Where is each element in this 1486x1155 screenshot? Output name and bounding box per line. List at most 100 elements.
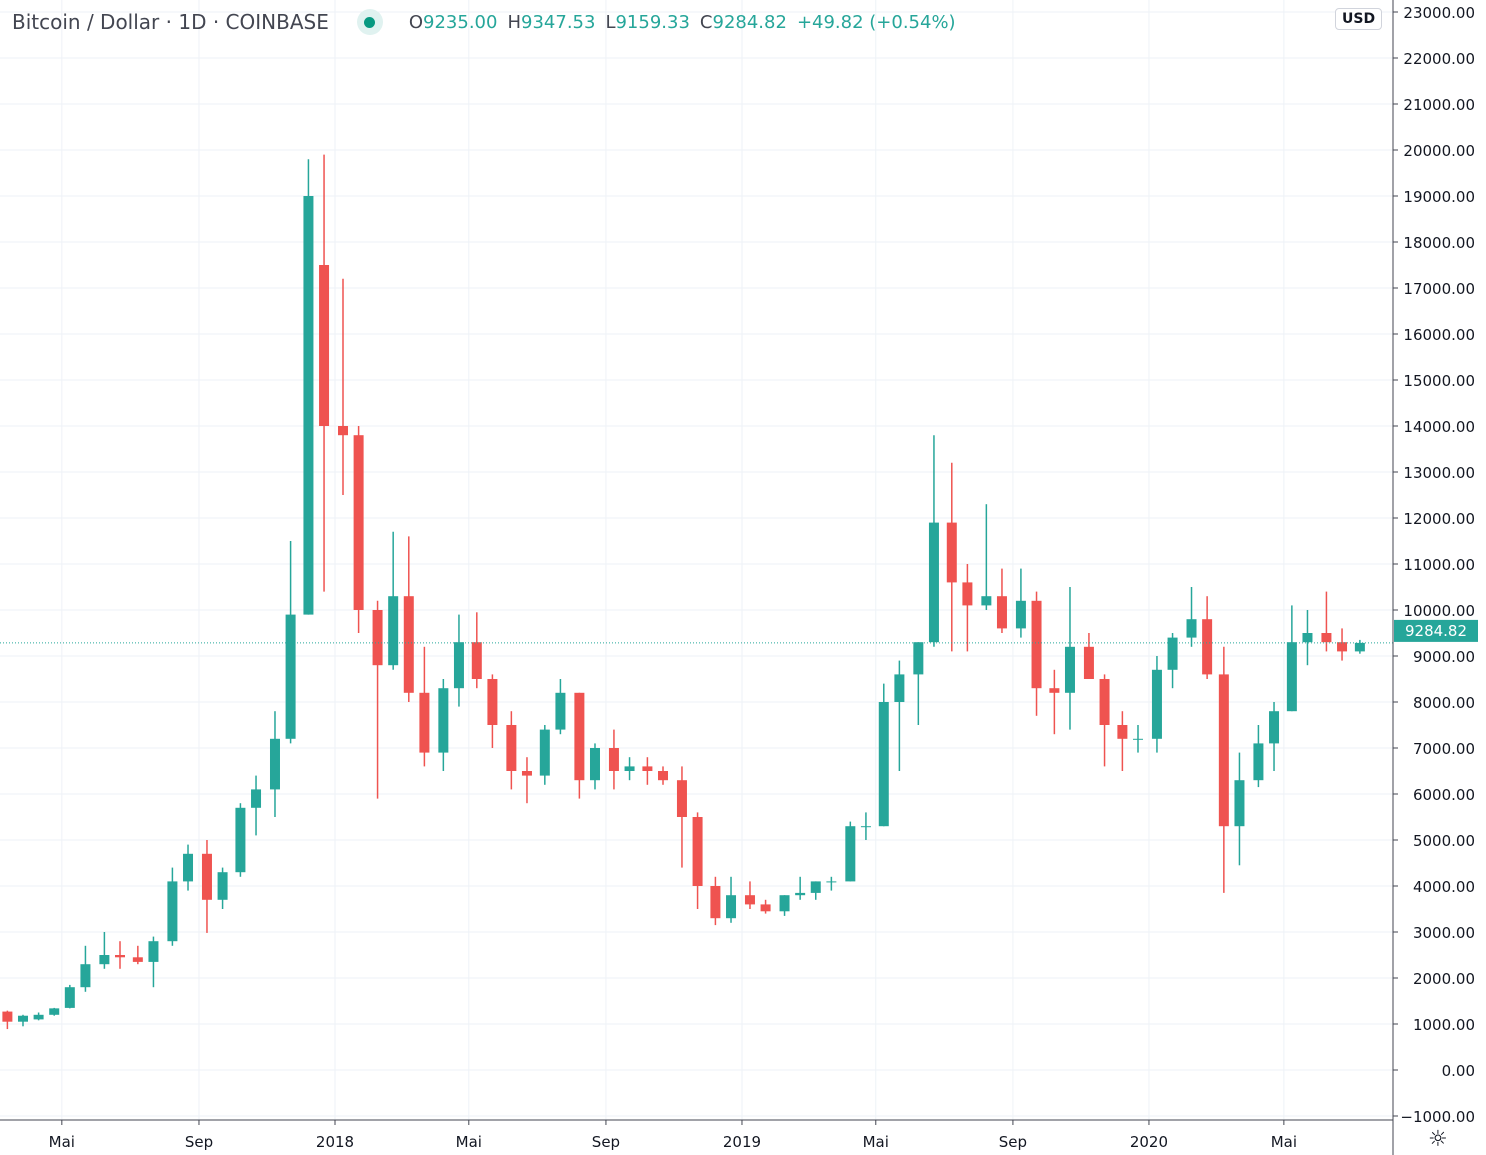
y-tick-label: 11000.00 xyxy=(1403,556,1475,574)
symbol-title[interactable]: Bitcoin / Dollar · 1D · COINBASE xyxy=(12,10,329,34)
candle-body xyxy=(217,872,228,900)
candle-body xyxy=(285,614,296,739)
candle xyxy=(453,614,464,707)
candle xyxy=(928,435,939,647)
candle xyxy=(372,600,383,799)
x-tick-label: Mai xyxy=(456,1133,482,1151)
y-tick-label: 18000.00 xyxy=(1403,234,1475,252)
x-tick-label: 2020 xyxy=(1130,1133,1168,1151)
candle xyxy=(574,692,585,799)
candle xyxy=(419,646,430,767)
x-tick-label: Sep xyxy=(592,1133,620,1151)
candle-body xyxy=(1015,600,1026,629)
candle xyxy=(1015,568,1026,638)
candle xyxy=(810,881,821,900)
candle-body xyxy=(148,941,159,962)
candle xyxy=(894,660,905,771)
candle xyxy=(555,679,566,735)
candle xyxy=(64,984,75,1009)
candle-body xyxy=(1218,674,1229,827)
candle xyxy=(1234,752,1245,866)
candle-body xyxy=(692,817,703,886)
candle-body xyxy=(1167,637,1178,670)
candle-body xyxy=(1186,619,1197,638)
x-tick-label: 2019 xyxy=(723,1133,761,1151)
candle-body xyxy=(710,886,721,919)
market-status-icon[interactable] xyxy=(356,9,383,35)
candle-body xyxy=(372,610,383,666)
candle xyxy=(946,462,957,652)
ohlc-close: C9284.82 xyxy=(699,11,787,33)
candle xyxy=(962,564,973,652)
candle-body xyxy=(996,596,1007,629)
price-axis[interactable] xyxy=(1393,0,1486,1155)
candle xyxy=(1167,633,1178,689)
candle xyxy=(913,642,924,725)
candle xyxy=(521,757,532,804)
candle-body xyxy=(1064,646,1075,693)
y-tick-label: 12000.00 xyxy=(1403,510,1475,528)
y-tick-label: 1000.00 xyxy=(1413,1016,1475,1034)
candle-body xyxy=(49,1008,60,1015)
candle-body xyxy=(235,807,246,873)
candle xyxy=(269,711,280,817)
candle xyxy=(1218,646,1229,893)
candle xyxy=(826,876,837,891)
y-tick-label: 15000.00 xyxy=(1403,372,1475,390)
time-axis[interactable] xyxy=(0,1120,1393,1155)
candle xyxy=(1049,669,1060,735)
y-tick-label: 6000.00 xyxy=(1413,786,1475,804)
gear-icon[interactable]: ☼ xyxy=(1428,1127,1448,1152)
candle-body xyxy=(810,881,821,893)
candle xyxy=(49,1007,60,1016)
candle xyxy=(285,541,296,744)
y-tick-label: 9000.00 xyxy=(1413,648,1475,666)
candle-body xyxy=(167,881,178,942)
candle-body xyxy=(303,196,314,615)
y-tick-label: 7000.00 xyxy=(1413,740,1475,758)
candle xyxy=(80,945,91,992)
y-tick-label: 5000.00 xyxy=(1413,832,1475,850)
candle xyxy=(1286,605,1297,712)
candle xyxy=(183,844,194,891)
candles xyxy=(2,154,1365,1030)
candle-body xyxy=(1049,688,1060,693)
candle-body xyxy=(1099,679,1110,725)
candle-body xyxy=(1354,642,1365,652)
candle-body xyxy=(795,892,806,896)
candle-body xyxy=(1132,738,1143,740)
y-tick-label: 0.00 xyxy=(1442,1062,1475,1080)
currency-button[interactable]: USD xyxy=(1335,8,1383,30)
x-tick-label: Mai xyxy=(1271,1133,1297,1151)
candle xyxy=(132,945,143,965)
candle-body xyxy=(2,1011,13,1022)
candle xyxy=(845,821,856,882)
candle-body xyxy=(555,692,566,730)
candle xyxy=(1337,628,1348,661)
candle-body xyxy=(319,265,330,426)
x-axis-labels: Mai Sep 2018 Mai Sep 2019 Mai Sep 2020 Mai xyxy=(49,1120,1297,1151)
candle xyxy=(1132,725,1143,753)
y-tick-label: 10000.00 xyxy=(1403,602,1475,620)
candle xyxy=(319,154,330,592)
candle xyxy=(303,159,314,615)
candle xyxy=(235,803,246,877)
candle xyxy=(338,278,348,495)
y-tick-label: 20000.00 xyxy=(1403,142,1475,160)
candle xyxy=(878,683,889,827)
candle-body xyxy=(642,766,653,771)
ohlc-low: L9159.33 xyxy=(605,11,690,33)
candle-body xyxy=(779,895,790,912)
candle-body xyxy=(403,596,414,693)
candle xyxy=(710,876,721,926)
candle xyxy=(1253,725,1264,788)
candle xyxy=(589,743,600,790)
candle-body xyxy=(17,1015,28,1022)
candle-body xyxy=(1321,633,1332,643)
candle xyxy=(779,895,790,916)
candle-body xyxy=(913,642,924,675)
candle-body xyxy=(928,522,939,643)
candle xyxy=(403,536,414,702)
candle xyxy=(1031,591,1042,716)
